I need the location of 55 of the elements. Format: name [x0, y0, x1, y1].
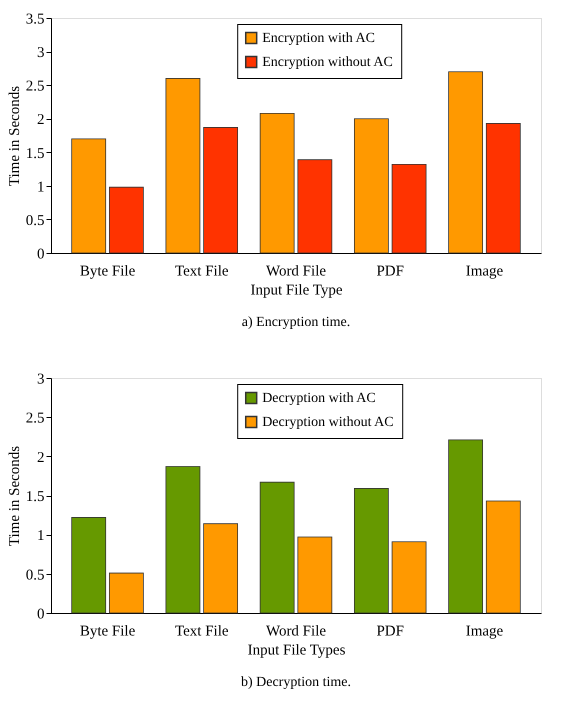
x-tick-label: Image: [466, 264, 504, 280]
bar: [71, 517, 106, 614]
y-tick-label: 2.5: [26, 78, 44, 95]
x-tick-label: PDF: [376, 264, 404, 280]
legend-label: Decryption with AC: [262, 391, 376, 406]
legend-label: Decryption without AC: [262, 415, 394, 430]
bar: [392, 541, 426, 614]
bar: [354, 118, 389, 254]
y-tick-label: 2: [37, 450, 44, 466]
bar: [297, 536, 332, 614]
y-tick-label: 1: [37, 179, 44, 196]
y-tick-label: 1.5: [26, 146, 44, 162]
y-tick-label: 2.5: [26, 410, 44, 427]
text: b) Decryption time.: [240, 675, 352, 690]
y-tick-label: 1: [37, 528, 44, 544]
bar: [166, 466, 200, 614]
x-tick-label: Text File: [175, 624, 229, 640]
y-tick-label: 2: [37, 112, 44, 128]
bar: [448, 439, 484, 614]
y-tick-label: 3.5: [26, 12, 44, 28]
y-tick-label: 0.5: [26, 567, 44, 584]
y-tick-label: 0.5: [26, 212, 44, 229]
y-tick-label: 3: [37, 45, 44, 62]
legend-label: Encryption without AC: [262, 55, 393, 70]
bar: [354, 488, 389, 614]
bar: [486, 500, 521, 614]
bar: [448, 71, 484, 254]
bar: [297, 159, 332, 254]
bar: [203, 127, 238, 254]
bar: [486, 123, 521, 254]
y-axis-title: Time in Seconds: [6, 86, 23, 186]
x-tick-label: Word File: [266, 624, 326, 640]
y-tick-label: 1.5: [26, 489, 44, 505]
bar: [260, 112, 295, 254]
y-tick-label: 0: [37, 246, 44, 262]
x-tick-label: Byte File: [80, 264, 136, 280]
bar: [108, 572, 144, 614]
x-tick-label: Image: [466, 624, 504, 640]
bar: [260, 482, 295, 614]
x-tick-label: Word File: [266, 264, 326, 280]
x-tick-label: PDF: [376, 624, 404, 640]
x-axis-title: Input File Types: [248, 642, 346, 658]
bar: [71, 138, 106, 254]
x-tick-label: Byte File: [80, 624, 136, 640]
bar: [166, 78, 200, 254]
x-tick-label: Text File: [175, 264, 229, 280]
y-tick-label: 3: [37, 372, 44, 388]
legend-label: Encryption with AC: [262, 31, 375, 46]
x-axis-title: Input File Type: [250, 282, 343, 298]
y-tick-label: 0: [37, 606, 44, 622]
bar: [108, 186, 144, 254]
bar: [203, 523, 238, 614]
y-axis-title: Time in Seconds: [6, 446, 23, 546]
text: a) Encryption time.: [242, 315, 350, 330]
bar: [392, 164, 426, 254]
